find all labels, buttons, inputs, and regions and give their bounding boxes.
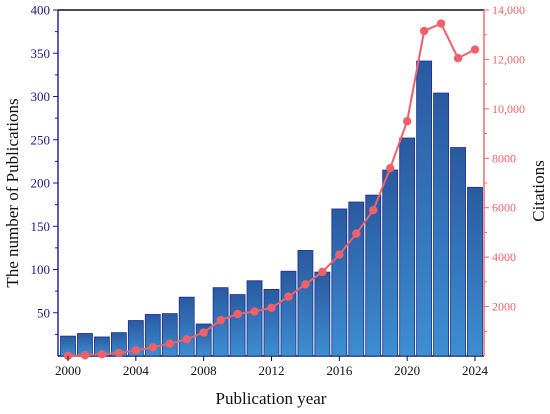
y-left-tick-label-50: 50 [37,305,50,320]
citations-point-2000 [63,351,73,360]
bar-series-publications [60,60,483,357]
axes: 2000 2004 2008 2012 2016 2020 2024 50 100 150 200 2… [31,3,526,379]
bar-2011 [246,280,263,357]
citations-point-2018 [369,205,378,215]
bar-2017 [348,201,365,357]
bar-2023 [450,147,466,357]
citations-point-2005 [148,343,157,352]
x-tick-label-2000: 2000 [55,363,81,378]
y-left-tick-label-150: 150 [31,219,51,234]
bar-2006 [161,313,178,357]
citations-point-2001 [80,351,90,360]
x-tick-label-2020: 2020 [394,363,420,378]
y-left-tick-label-100: 100 [31,262,51,277]
bar-2012 [263,288,280,357]
x-tick-label-2008: 2008 [191,363,217,378]
x-axis-title: Publication year [216,389,327,408]
y-axis-right-title: Citations [529,160,548,221]
y-axis-left-title: The number of Publications [3,98,22,287]
citations-point-2004 [131,346,141,355]
citations-point-2010 [233,309,242,319]
y-left-tick-label-400: 400 [31,3,51,18]
citations-point-2008 [199,328,208,337]
citations-point-2014 [301,280,310,289]
citations-point-2022 [436,19,446,28]
citations-point-2002 [97,350,107,359]
citations-point-2020 [402,117,412,126]
bar-2024 [467,186,483,357]
y-right-tick-label-14000: 14,000 [492,3,525,17]
bar-2020 [399,137,416,357]
bar-2016 [331,208,348,357]
line-series-citations [63,19,480,360]
bar-2010 [229,294,246,357]
y-left-tick-label-250: 250 [31,132,51,147]
bar-2022 [433,92,449,357]
y-right-tick-label-6000: 6000 [492,201,516,215]
citations-point-2003 [114,348,124,358]
y-right-tick-label-12000: 12,000 [492,52,525,66]
bar-2021 [416,60,433,357]
bar-2015 [314,271,331,357]
bar-2014 [297,250,314,357]
citations-point-2023 [453,53,463,63]
bar-2019 [382,169,399,357]
x-tick-label-2004: 2004 [123,363,150,378]
citations-point-2024 [470,45,480,54]
y-right-tick-label-10000: 10,000 [492,102,525,116]
citations-point-2021 [419,26,429,36]
x-tick-label-2024: 2024 [462,363,489,378]
citations-point-2016 [335,250,344,259]
y-right-tick-label-4000: 4000 [492,250,516,264]
x-tick-label-2012: 2012 [259,363,285,378]
y-left-tick-label-300: 300 [31,89,51,104]
x-tick-label-2016: 2016 [326,363,353,378]
citations-point-2011 [250,307,259,316]
citations-point-2013 [284,292,293,301]
y-right-tick-label-8000: 8000 [492,151,516,165]
y-left-tick-label-350: 350 [31,46,51,61]
citations-point-2015 [318,267,327,277]
bar-2007 [178,296,195,357]
citations-point-2012 [267,303,276,313]
citations-point-2009 [216,315,225,325]
bar-2018 [365,194,382,357]
citations-point-2017 [352,229,361,238]
citations-point-2007 [182,334,191,344]
y-right-tick-label-2000: 2000 [492,300,516,314]
y-left-tick-label-200: 200 [31,176,51,191]
citations-point-2019 [386,163,395,173]
citations-point-2006 [165,339,174,348]
bar-2013 [280,270,297,357]
